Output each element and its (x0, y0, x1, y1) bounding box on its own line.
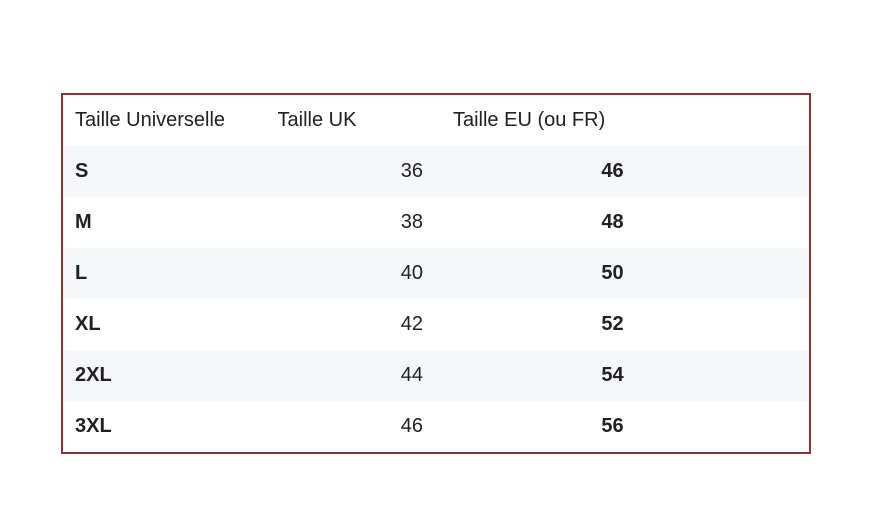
column-header-eu-size: Taille EU (ou FR) (430, 94, 810, 146)
cell-uk-size: 44 (400, 364, 423, 386)
cell-eu-size: 52 (601, 313, 624, 335)
cell-eu-size: 46 (601, 160, 624, 182)
size-conversion-table: Taille Universelle Taille UK Taille EU (… (61, 93, 811, 454)
cell-uk-size: 40 (400, 262, 423, 284)
cell-universal-size: XL (75, 313, 101, 335)
cell-eu-size: 54 (601, 364, 624, 386)
cell-uk-size: 46 (400, 415, 423, 437)
column-header-universal-size: Taille Universelle (62, 94, 266, 146)
cell-universal-size: M (75, 211, 92, 233)
cell-universal-size: S (75, 160, 89, 182)
table-row-2xl: 2XL 44 54 (62, 350, 810, 401)
table-header: Taille Universelle Taille UK Taille EU (… (62, 94, 810, 146)
cell-uk-size: 36 (400, 160, 423, 182)
header-row: Taille Universelle Taille UK Taille EU (… (62, 94, 810, 146)
cell-eu-size: 50 (601, 262, 624, 284)
cell-universal-size: L (75, 262, 88, 284)
table-row-3xl: 3XL 46 56 (62, 401, 810, 453)
cell-eu-size: 56 (601, 415, 624, 437)
column-header-uk-size: Taille UK (265, 94, 431, 146)
table-row-s: S 36 46 (62, 146, 810, 197)
cell-eu-size: 48 (601, 211, 624, 233)
size-guide-container: Taille Universelle Taille UK Taille EU (… (61, 93, 811, 454)
cell-uk-size: 38 (400, 211, 423, 233)
cell-universal-size: 2XL (75, 364, 112, 386)
table-row-l: L 40 50 (62, 248, 810, 299)
table-row-xl: XL 42 52 (62, 299, 810, 350)
cell-uk-size: 42 (400, 313, 423, 335)
cell-universal-size: 3XL (75, 415, 112, 437)
table-row-m: M 38 48 (62, 197, 810, 248)
table-body: S 36 46 M 38 48 L 40 50 XL 42 52 2XL 44 (62, 146, 810, 453)
